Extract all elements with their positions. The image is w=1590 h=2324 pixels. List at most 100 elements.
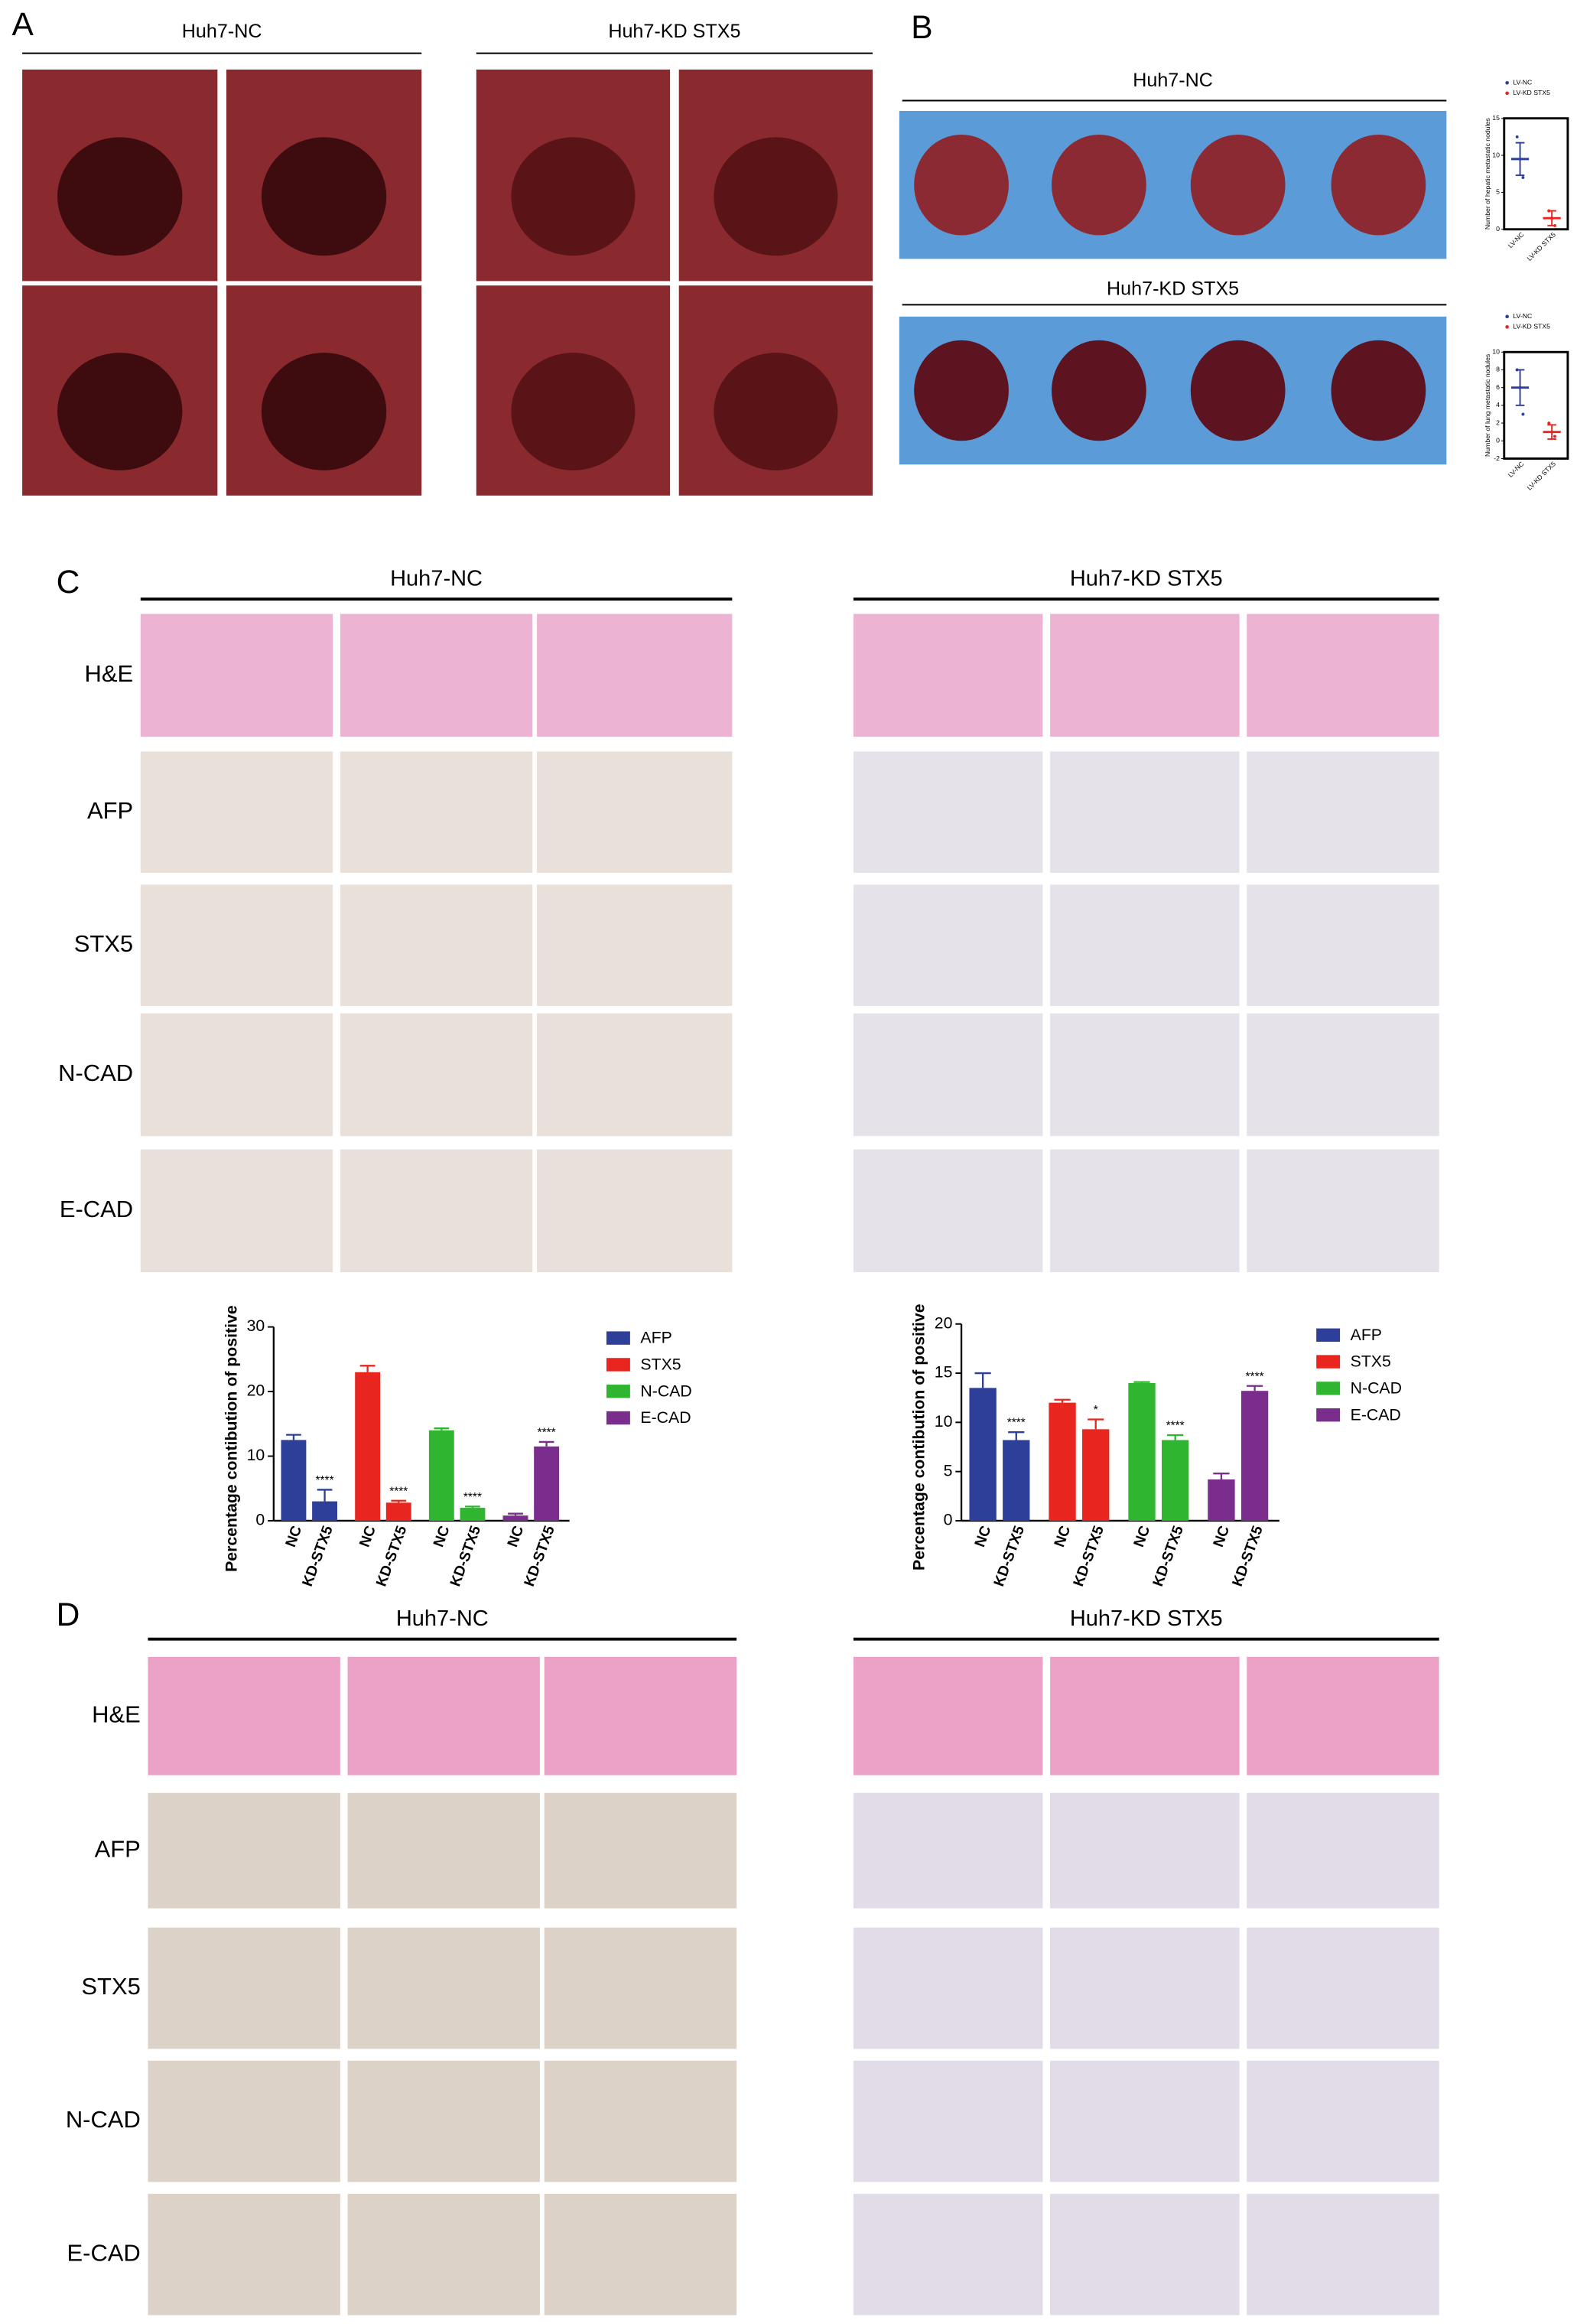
legend-label: LV-NC <box>1513 79 1532 86</box>
lung-lobe <box>914 134 1009 236</box>
tissue-image <box>1247 1792 1439 1909</box>
tissue-image <box>1247 614 1439 737</box>
legend-marker <box>1505 80 1509 85</box>
x-tick-label: KD-STX5 <box>991 1524 1028 1589</box>
bar <box>355 1372 381 1521</box>
data-point <box>1553 435 1556 438</box>
legend-label: N-CAD <box>640 1382 691 1400</box>
tissue-image <box>853 1013 1043 1137</box>
lung-lobe <box>1190 134 1286 236</box>
tissue-image <box>347 1927 540 2049</box>
x-tick-label: NC <box>357 1524 379 1549</box>
group-header: Huh7-NC <box>396 1606 489 1631</box>
significance: **** <box>1246 1370 1264 1383</box>
tissue-image <box>537 1149 733 1273</box>
mouse-photo-detail <box>261 137 387 256</box>
tissue-image <box>1050 614 1240 737</box>
legend-marker <box>1505 314 1509 319</box>
x-tick-label: KD-STX5 <box>1071 1524 1107 1589</box>
tissue-image <box>853 614 1043 737</box>
bar <box>281 1440 307 1521</box>
lung-lobe <box>1331 340 1426 441</box>
tissue-image <box>853 884 1043 1006</box>
tissue-image <box>140 1149 333 1273</box>
group-header: Huh7-NC <box>1133 70 1213 91</box>
y-tick-label: 10 <box>1492 151 1500 158</box>
x-tick-label: KD-STX5 <box>1230 1524 1266 1589</box>
row-label: H&E <box>84 660 133 687</box>
bar <box>312 1501 337 1521</box>
tissue-image <box>347 2193 540 2316</box>
tissue-image <box>1050 2060 1240 2182</box>
legend-label: LV-KD STX5 <box>1513 323 1550 330</box>
tissue-image <box>1050 1927 1240 2049</box>
bar <box>534 1446 560 1521</box>
y-axis-label: Number of hepatic metastatic nodules <box>1484 118 1491 229</box>
mouse-photo-detail <box>714 353 838 470</box>
bar <box>460 1508 486 1521</box>
y-tick-label: 0 <box>1496 225 1500 233</box>
tissue-image <box>853 751 1043 873</box>
tissue-image <box>853 1656 1043 1776</box>
mouse-photo-detail <box>511 137 636 256</box>
tissue-image <box>1050 1013 1240 1137</box>
tissue-image <box>853 2193 1043 2316</box>
tissue-image <box>544 2193 737 2316</box>
legend-label: N-CAD <box>1351 1378 1402 1397</box>
mouse-photo-detail <box>57 137 183 256</box>
y-axis-label: Percentage contibution of positive <box>222 1305 240 1572</box>
y-tick-label: 10 <box>247 1446 265 1464</box>
data-point <box>1521 176 1525 179</box>
plot-frame <box>1503 117 1569 231</box>
legend-swatch <box>606 1358 630 1372</box>
lung-lobe <box>914 340 1009 441</box>
data-point <box>1521 412 1525 416</box>
x-tick-label: KD-STX5 <box>1150 1524 1187 1589</box>
x-tick-label: NC <box>1211 1524 1233 1549</box>
legend-marker <box>1505 91 1509 96</box>
y-tick-label: 4 <box>1496 401 1500 408</box>
legend-label: AFP <box>640 1329 671 1347</box>
tissue-image <box>340 1149 533 1273</box>
y-tick-label: 10 <box>1492 348 1500 356</box>
tissue-image <box>853 1792 1043 1909</box>
tissue-image <box>140 614 333 737</box>
tissue-image <box>140 1013 333 1137</box>
legend-label: LV-KD STX5 <box>1513 89 1550 96</box>
tissue-image <box>853 2060 1043 2182</box>
x-tick-label: NC <box>1052 1524 1074 1549</box>
y-tick-label: 15 <box>1492 114 1500 122</box>
legend-label: E-CAD <box>1351 1405 1401 1424</box>
significance: **** <box>538 1426 556 1439</box>
significance: **** <box>1166 1420 1185 1433</box>
y-tick-label: 8 <box>1496 366 1500 373</box>
row-label: AFP <box>95 1835 141 1862</box>
y-axis-label: Percentage contibution of positive <box>910 1304 928 1570</box>
tissue-image <box>1247 1013 1439 1137</box>
legend-swatch <box>1316 1382 1341 1395</box>
tissue-image <box>1050 1656 1240 1776</box>
group-header: Huh7-KD STX5 <box>1070 567 1223 591</box>
data-point <box>1547 422 1551 425</box>
tissue-image <box>340 751 533 873</box>
tissue-image <box>544 2060 737 2182</box>
tissue-image <box>1247 751 1439 873</box>
group-header: Huh7-NC <box>390 567 483 591</box>
tissue-image <box>1050 1792 1240 1909</box>
tissue-image <box>1247 2060 1439 2182</box>
tissue-image <box>1247 1149 1439 1273</box>
tissue-image <box>148 1656 340 1776</box>
panel-label: C <box>57 564 80 601</box>
bar <box>1082 1429 1110 1521</box>
mouse-photo-detail <box>511 353 636 470</box>
tissue-image <box>853 1927 1043 2049</box>
plot-frame <box>1503 350 1569 460</box>
x-tick-label: LV-KD STX5 <box>1526 230 1558 262</box>
bar <box>1208 1479 1235 1521</box>
x-tick-label: LV-KD STX5 <box>1526 460 1558 492</box>
legend-swatch <box>606 1331 630 1345</box>
tissue-image <box>148 2193 340 2316</box>
row-label: E-CAD <box>67 2239 141 2266</box>
tissue-image <box>148 2060 340 2182</box>
